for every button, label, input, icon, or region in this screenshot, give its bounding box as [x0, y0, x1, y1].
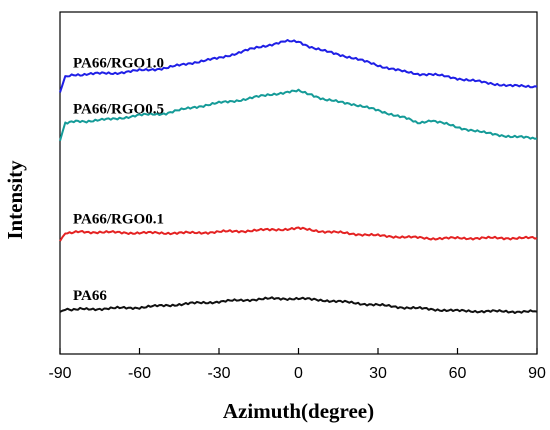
series-label: PA66/RGO0.1: [73, 212, 164, 228]
x-tick-label: 60: [449, 365, 467, 382]
series-line-pa66-rgo0-5: [59, 88, 538, 142]
series-line-pa66-rgo0-1: [59, 226, 538, 242]
x-axis-ticks: -90 -60 -30 0 30 60 90: [48, 348, 546, 382]
y-axis-title: Intensity: [3, 160, 27, 240]
x-axis-title: Azimuth(degree): [223, 399, 374, 423]
x-tick-label: -30: [207, 365, 230, 382]
series-labels: PA66/RGO1.0 PA66/RGO0.5 PA66/RGO0.1 PA66: [73, 56, 164, 305]
series-line-pa66: [59, 296, 538, 314]
x-tick-label: 0: [294, 365, 303, 382]
x-tick-label: 90: [528, 365, 546, 382]
x-tick-label: -60: [128, 365, 151, 382]
series-lines: [59, 39, 538, 314]
series-label: PA66: [73, 288, 107, 304]
x-tick-label: -90: [48, 365, 71, 382]
series-label: PA66/RGO0.5: [73, 101, 164, 117]
series-label: PA66/RGO1.0: [73, 56, 164, 72]
x-tick-label: 30: [369, 365, 387, 382]
series-line-pa66-rgo1-0: [59, 39, 538, 93]
